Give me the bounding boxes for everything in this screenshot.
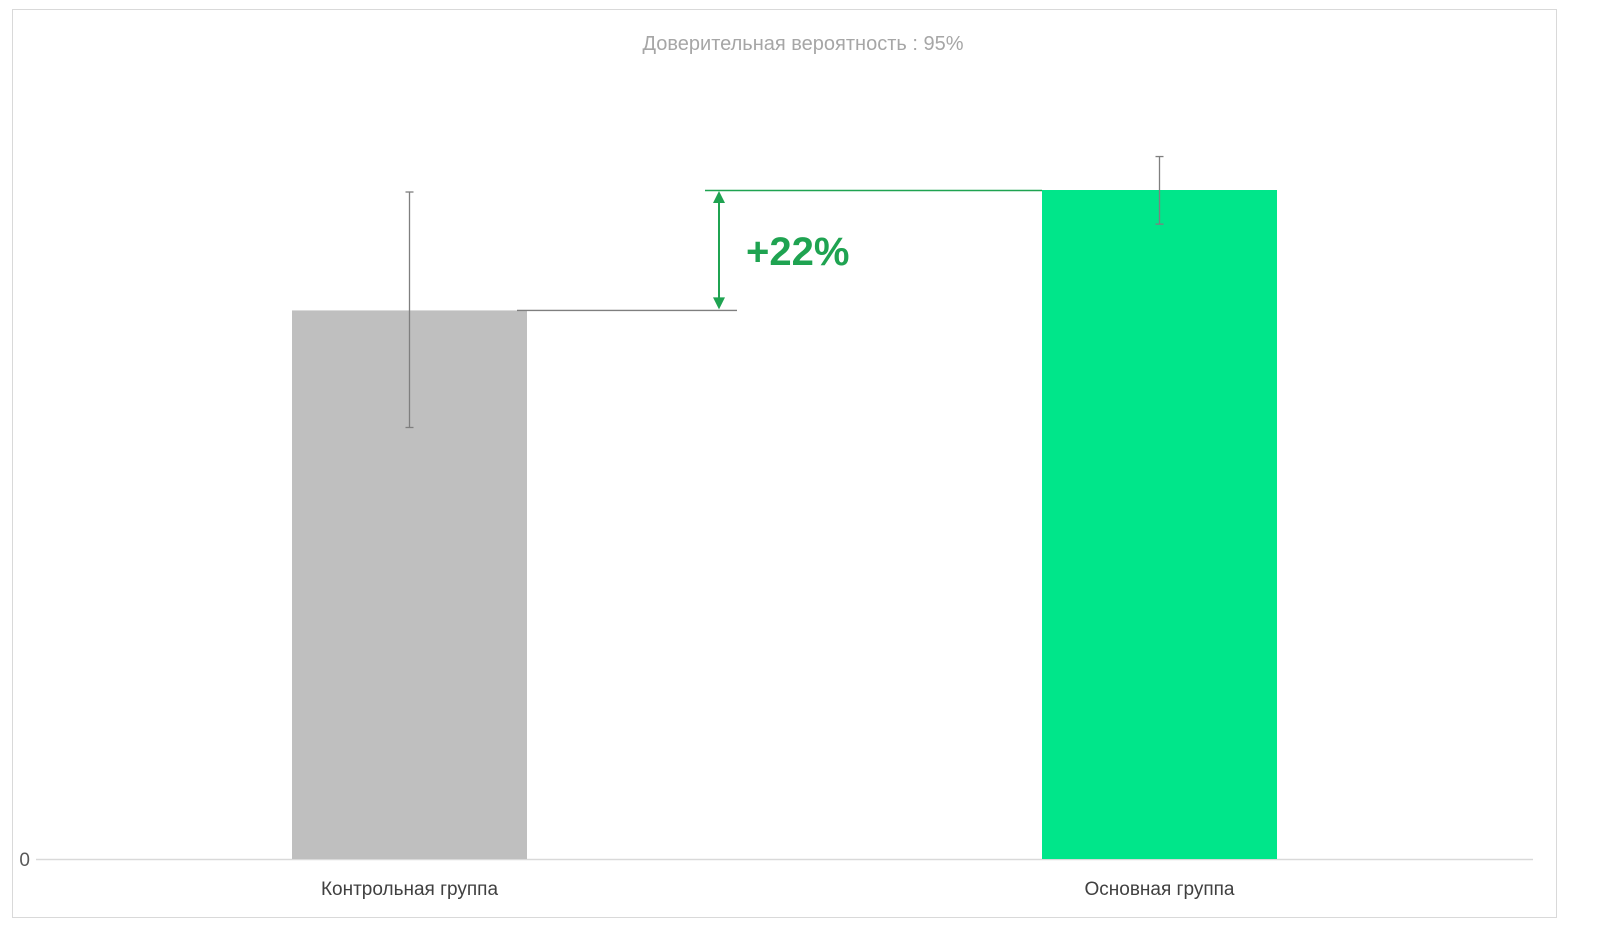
chart-frame	[12, 9, 1557, 918]
chart-title: Доверительная вероятность : 95%	[643, 33, 964, 55]
y-tick-label: 0	[19, 850, 30, 871]
arrow-head-up-icon	[713, 191, 725, 203]
difference-label: +22%	[746, 230, 849, 274]
arrow-head-down-icon	[713, 297, 725, 310]
category-label: Основная группа	[1085, 879, 1235, 900]
bar-2[interactable]	[1042, 190, 1277, 859]
category-label: Контрольная группа	[321, 879, 499, 900]
